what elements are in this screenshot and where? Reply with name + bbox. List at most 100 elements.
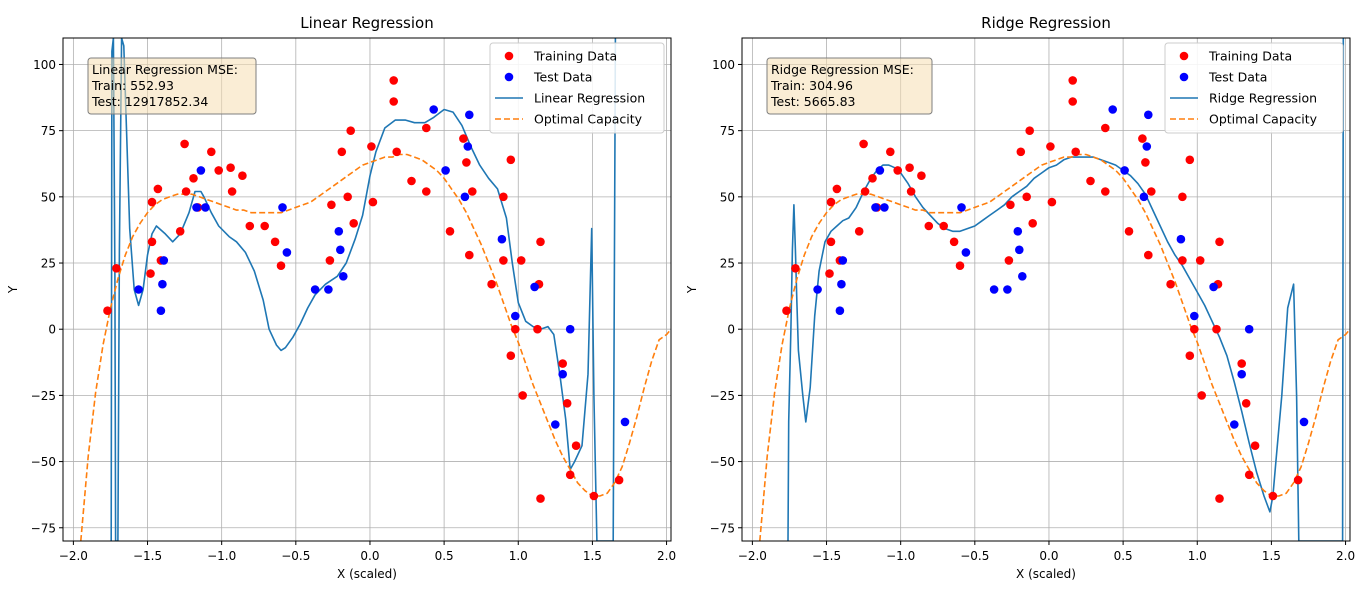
x-tick-label: −1.5 (133, 549, 162, 563)
training-data-point (180, 139, 189, 149)
legend-item-test-data: Test Data (1179, 70, 1267, 85)
legend-label: Optimal Capacity (534, 112, 643, 127)
mse-textbox: Linear Regression MSE:Train: 552.93Test:… (87, 57, 257, 115)
training-data-point (826, 237, 836, 247)
training-data-point (368, 197, 378, 207)
training-data-point (868, 174, 877, 183)
training-data-point (1071, 147, 1080, 157)
training-data-point (1004, 256, 1014, 265)
training-data-point (533, 324, 542, 334)
training-data-point (1268, 491, 1278, 501)
test-data-point (871, 203, 880, 212)
legend-item-test-data: Test Data (504, 70, 592, 85)
test-data-point (463, 142, 473, 151)
training-data-point (407, 176, 416, 186)
axes-frame (741, 37, 1351, 542)
x-axis-label: X (scaled) (1016, 567, 1076, 581)
legend-label: Optimal Capacity (1209, 112, 1318, 127)
legend-item-training-data: Training Data (1179, 49, 1292, 64)
mse-textbox-line: Linear Regression MSE: (92, 62, 238, 77)
training-data-point (939, 221, 948, 231)
x-tick-label: 2.0 (1336, 549, 1355, 563)
y-tick-label: −25 (710, 389, 735, 403)
x-tick-label: −1.0 (207, 549, 236, 563)
ridge-regression-line (787, 38, 1345, 541)
training-data-point (260, 221, 270, 231)
training-data-point (1022, 192, 1031, 202)
training-data-point (175, 227, 185, 236)
training-data-point (516, 256, 526, 265)
x-tick-label: −1.5 (812, 549, 841, 563)
training-data-point (422, 187, 431, 196)
legend: Training Data Test Data Linear Regression O… (489, 42, 665, 134)
test-data-point (1230, 420, 1239, 429)
training-data-point (1068, 97, 1077, 106)
legend-label: Linear Regression (534, 91, 645, 106)
training-data-point (511, 324, 520, 334)
training-data-point (346, 126, 356, 135)
training-data-point (1197, 391, 1206, 400)
training-data-point (499, 256, 508, 265)
training-data-point (238, 171, 247, 180)
training-data-point (1215, 237, 1224, 247)
x-tick-label: 0.5 (435, 549, 454, 563)
training-data-point (1028, 219, 1037, 228)
chart-panel-ridge: −2.0 −1.5 −1.0 −0.5 0.0 0.5 1.0 1.5 2.0 −75 −50 −25… (685, 14, 1355, 581)
test-data-point (192, 203, 201, 212)
training-data-point (949, 237, 959, 247)
training-data-point (487, 279, 496, 289)
mse-textbox-frame (87, 57, 257, 115)
y-tick-label: 75 (720, 124, 735, 138)
x-tick-label: −2.0 (59, 549, 88, 563)
training-data-point (465, 250, 474, 260)
training-data-point (886, 147, 895, 157)
mse-textbox: Ridge Regression MSE:Train: 304.96Test: … (766, 57, 933, 115)
training-data-point (1144, 250, 1153, 260)
test-data-point (1120, 166, 1129, 175)
test-data-point (1018, 272, 1027, 281)
training-data-point (112, 264, 121, 273)
test-data-point (880, 203, 889, 212)
optimal-capacity-line (80, 153, 671, 541)
training-data-point (1178, 256, 1187, 265)
x-tick-label: 1.0 (509, 549, 528, 563)
test-data-point (1190, 311, 1199, 321)
test-data-point (310, 285, 320, 294)
training-data-point (389, 76, 399, 85)
test-data-point (530, 282, 539, 292)
training-data-point (791, 264, 800, 273)
training-data-point (337, 147, 347, 157)
training-data-point (325, 256, 335, 265)
legend-label: Ridge Regression (1209, 91, 1317, 106)
training-data-point (518, 391, 527, 400)
test-data-point (1139, 192, 1149, 202)
training-data-point (506, 351, 516, 361)
training-data-point (1047, 197, 1057, 207)
training-data-point (893, 166, 902, 175)
mse-textbox-line: Train: 552.93 (91, 78, 174, 93)
training-data-point (343, 192, 353, 202)
training-data-point (1016, 147, 1026, 157)
test-data-point (282, 248, 292, 257)
x-tick-label: 2.0 (657, 549, 676, 563)
chart-title: Linear Regression (300, 14, 433, 32)
x-tick-label: −1.0 (886, 549, 915, 563)
training-data-point (392, 147, 402, 157)
test-data-point (551, 420, 560, 429)
test-data-point (957, 203, 966, 212)
axes-frame (62, 37, 672, 542)
training-data-point (917, 171, 926, 180)
legend-label: Test Data (533, 70, 592, 85)
chart-title: Ridge Regression (981, 14, 1111, 32)
y-tick-label: 0 (48, 323, 56, 337)
training-data-point (207, 147, 216, 157)
training-data-point (1195, 256, 1205, 265)
training-data-point (565, 470, 575, 480)
test-data-point (1176, 234, 1186, 244)
x-tick-label: −0.5 (960, 549, 989, 563)
training-data-point (181, 187, 191, 196)
test-data-point (813, 285, 822, 294)
legend-marker (504, 72, 514, 82)
test-data-point (558, 369, 567, 379)
test-data-point (1013, 227, 1023, 236)
